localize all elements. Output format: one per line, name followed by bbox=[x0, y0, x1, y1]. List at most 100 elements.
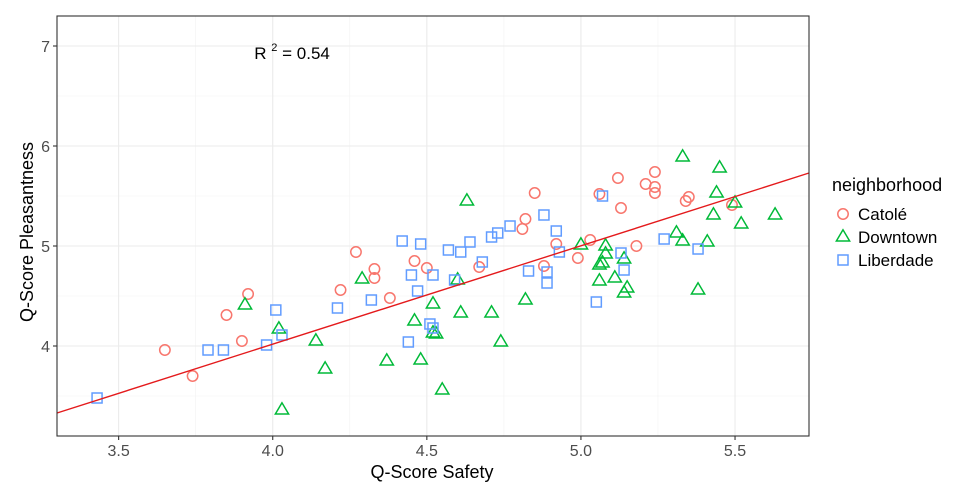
data-point-liberdade bbox=[202, 344, 214, 356]
data-point-downtown bbox=[591, 272, 608, 286]
data-point-liberdade bbox=[424, 318, 436, 330]
data-point-liberdade bbox=[692, 243, 704, 255]
data-point-catole bbox=[186, 370, 199, 382]
data-point-catole bbox=[519, 213, 532, 225]
data-point-downtown bbox=[425, 295, 441, 309]
data-point-downtown bbox=[492, 333, 509, 347]
x-tick-label: 3.5 bbox=[108, 443, 130, 460]
data-point-catole bbox=[648, 166, 661, 178]
data-point-catole bbox=[420, 262, 433, 274]
data-point-catole bbox=[682, 191, 695, 203]
data-point-catole bbox=[550, 238, 563, 250]
data-point-downtown bbox=[708, 184, 725, 198]
data-point-liberdade bbox=[427, 322, 439, 334]
data-point-downtown bbox=[668, 224, 685, 238]
legend-label-downtown: Downtown bbox=[858, 228, 937, 247]
data-point-downtown bbox=[594, 254, 611, 268]
x-tick-label: 5.5 bbox=[724, 443, 746, 460]
legend: neighborhood Catolé Downtown Liberdade bbox=[832, 175, 942, 270]
data-point-downtown bbox=[690, 281, 706, 295]
regression-line bbox=[56, 172, 810, 414]
data-point-catole bbox=[611, 172, 624, 184]
data-point-catole bbox=[368, 263, 381, 275]
data-point-catole bbox=[158, 344, 171, 356]
data-point-downtown bbox=[434, 381, 451, 395]
y-tick-label: 6 bbox=[41, 139, 50, 156]
x-tick-label: 4.0 bbox=[262, 443, 284, 460]
data-point-liberdade bbox=[396, 235, 408, 247]
data-point-catole bbox=[528, 187, 541, 199]
r-squared-value: = 0.54 bbox=[282, 44, 330, 63]
data-point-catole bbox=[538, 260, 550, 272]
data-point-catole bbox=[220, 309, 233, 321]
data-point-downtown bbox=[517, 291, 534, 305]
data-point-liberdade bbox=[405, 269, 418, 281]
x-axis-title: Q-Score Safety bbox=[370, 462, 493, 482]
data-point-downtown bbox=[237, 296, 253, 310]
data-point-catole bbox=[235, 335, 248, 347]
data-point-liberdade bbox=[504, 220, 516, 232]
data-point-downtown bbox=[711, 159, 728, 173]
y-axis-title: Q-Score Pleasantness bbox=[17, 142, 37, 322]
y-tick-label: 7 bbox=[41, 39, 50, 56]
data-point-downtown bbox=[378, 352, 395, 366]
data-point-downtown bbox=[307, 332, 324, 346]
data-point-liberdade bbox=[454, 246, 467, 258]
data-point-liberdade bbox=[596, 190, 609, 202]
data-point-downtown bbox=[767, 206, 784, 220]
data-point-catole bbox=[593, 188, 606, 200]
x-tick-label: 5.0 bbox=[570, 443, 592, 460]
r-squared-base: R bbox=[254, 44, 266, 63]
data-point-liberdade bbox=[491, 227, 504, 239]
legend-title: neighborhood bbox=[832, 175, 942, 195]
data-point-catole bbox=[648, 187, 661, 199]
data-point-liberdade bbox=[485, 231, 498, 243]
regression-line-group bbox=[56, 172, 810, 414]
y-tick-label: 4 bbox=[41, 339, 50, 356]
data-point-downtown bbox=[270, 320, 287, 334]
r-squared-annotation: R 2 = 0.54 bbox=[254, 36, 330, 63]
data-point-downtown bbox=[317, 360, 334, 374]
panel-border bbox=[56, 15, 810, 437]
data-point-downtown bbox=[572, 236, 589, 250]
data-point-liberdade bbox=[442, 244, 455, 256]
legend-key-downtown bbox=[835, 228, 851, 242]
data-point-catole bbox=[383, 292, 396, 304]
data-point-liberdade bbox=[464, 236, 476, 248]
data-point-liberdade bbox=[615, 247, 627, 259]
legend-label-catole: Catolé bbox=[858, 205, 907, 224]
data-point-liberdade bbox=[476, 256, 489, 268]
legend-key-catole bbox=[837, 208, 849, 220]
data-point-liberdade bbox=[590, 296, 603, 308]
data-point-catole bbox=[571, 252, 584, 264]
data-point-liberdade bbox=[217, 344, 230, 356]
r-squared-superscript: 2 bbox=[271, 42, 277, 54]
data-point-downtown bbox=[606, 269, 623, 283]
y-tick-label: 5 bbox=[41, 239, 50, 256]
data-point-downtown bbox=[733, 215, 750, 229]
data-point-downtown bbox=[699, 233, 716, 247]
data-point-downtown bbox=[412, 351, 429, 365]
data-point-liberdade bbox=[411, 285, 424, 297]
data-point-liberdade bbox=[658, 233, 670, 245]
data-point-downtown bbox=[354, 270, 371, 284]
data-point-downtown bbox=[406, 312, 423, 326]
data-point-catole bbox=[630, 240, 643, 252]
data-point-catole bbox=[368, 272, 381, 284]
data-point-liberdade bbox=[541, 266, 553, 278]
data-point-downtown bbox=[705, 206, 722, 220]
legend-key-liberdade bbox=[837, 254, 849, 266]
x-axis: 3.5 4.0 4.5 5.0 5.5 bbox=[108, 436, 746, 460]
data-point-catole bbox=[615, 202, 627, 214]
data-point-liberdade bbox=[270, 304, 282, 316]
data-point-catole bbox=[334, 284, 347, 296]
data-point-catole bbox=[584, 234, 597, 246]
data-point-liberdade bbox=[276, 329, 288, 341]
data-point-downtown bbox=[274, 401, 290, 415]
data-point-downtown bbox=[597, 245, 614, 259]
data-point-downtown bbox=[674, 232, 691, 246]
data-point-downtown bbox=[425, 324, 441, 338]
data-point-liberdade bbox=[331, 302, 344, 314]
